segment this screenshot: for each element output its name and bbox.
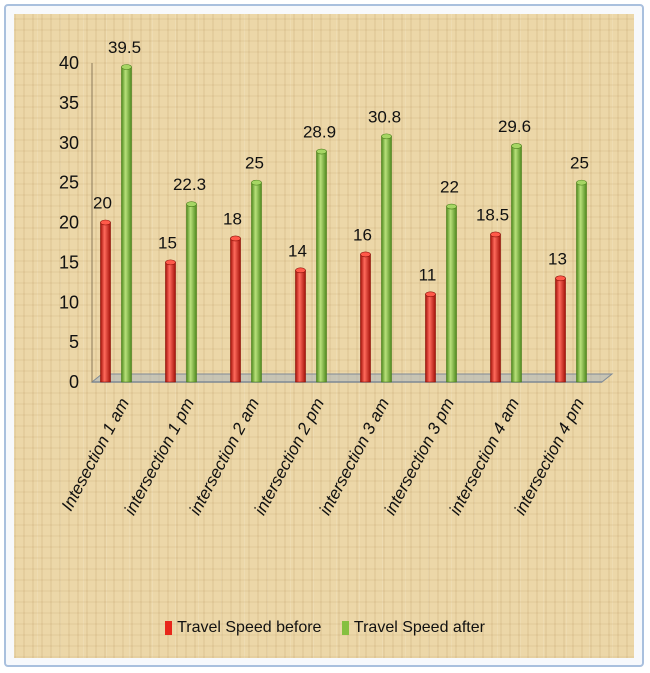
data-label: 16 <box>353 225 372 244</box>
bar-before <box>165 259 176 383</box>
bar-after <box>121 64 132 383</box>
bar-body <box>555 278 566 383</box>
bar-after <box>381 133 392 383</box>
bar-body <box>295 270 306 383</box>
bar-before <box>555 275 566 383</box>
data-label: 28.9 <box>303 123 336 142</box>
bar-body <box>100 222 111 383</box>
x-tick-label: intersection 4 am <box>445 395 523 518</box>
bar-body <box>251 182 262 383</box>
bar-body <box>511 145 522 383</box>
bar-before <box>360 251 371 383</box>
data-label: 22 <box>440 178 459 197</box>
bar-cap <box>100 219 111 226</box>
bar-cap <box>381 133 392 140</box>
bar-before <box>100 219 111 383</box>
y-tick-label: 15 <box>59 252 79 272</box>
bar-after <box>186 201 197 383</box>
bar-after <box>446 203 457 383</box>
bar-before <box>425 291 436 383</box>
data-label: 30.8 <box>368 107 401 126</box>
bar-cap <box>490 231 501 238</box>
bar-body <box>316 151 327 383</box>
data-label: 29.6 <box>498 117 531 136</box>
data-label: 22.3 <box>173 175 206 194</box>
x-tick-label: intersection 3 am <box>315 395 393 518</box>
bar-after <box>316 148 327 383</box>
data-label: 14 <box>288 241 307 260</box>
legend-item-after: Travel Speed after <box>341 619 485 637</box>
bar-body <box>165 262 176 383</box>
y-tick-label: 20 <box>59 213 79 233</box>
bar-before <box>230 235 241 383</box>
legend-label-before: Travel Speed before <box>177 619 322 636</box>
y-tick-label: 40 <box>59 53 79 73</box>
bar-cap <box>555 275 566 282</box>
bar-cap <box>165 259 176 266</box>
bar-body <box>490 234 501 383</box>
bar-body <box>446 206 457 383</box>
bar-before <box>295 267 306 383</box>
data-label: 15 <box>158 233 177 252</box>
x-tick-label: intersection 3 pm <box>380 395 458 518</box>
data-label: 18.5 <box>476 205 509 224</box>
legend: Travel Speed before Travel Speed after <box>0 619 650 640</box>
x-tick-label: intersection 2 am <box>185 395 263 518</box>
y-tick-label: 35 <box>59 93 79 113</box>
bar-after <box>511 143 522 383</box>
legend-item-before: Travel Speed before <box>165 619 321 637</box>
y-tick-label: 25 <box>59 173 79 193</box>
y-tick-label: 0 <box>69 372 79 392</box>
bar-cap <box>425 291 436 298</box>
bar-body <box>360 254 371 383</box>
bar-cap <box>360 251 371 258</box>
legend-swatch-after <box>341 621 349 635</box>
bar-body <box>121 66 132 383</box>
bar-body <box>576 182 587 383</box>
legend-label-after: Travel Speed after <box>353 619 485 636</box>
bar-body <box>381 136 392 383</box>
y-tick-label: 5 <box>69 332 79 352</box>
x-tick-label: Intesection 1 am <box>58 395 133 514</box>
bar-cap <box>121 64 132 70</box>
bar-cap <box>316 148 327 155</box>
bar-cap <box>251 179 262 186</box>
x-tick-label: intersection 4 pm <box>510 395 588 518</box>
bar-cap <box>446 203 457 210</box>
data-label: 18 <box>223 209 242 228</box>
data-label: 39.5 <box>108 38 141 57</box>
bar-body <box>425 293 436 383</box>
bar-cap <box>186 201 197 207</box>
data-label: 13 <box>548 249 567 268</box>
data-label: 20 <box>93 194 112 213</box>
y-tick-label: 30 <box>59 133 79 153</box>
bar-cap <box>576 179 587 186</box>
bar-after <box>251 179 262 383</box>
bar-cap <box>511 143 522 149</box>
bar-cap <box>230 235 241 242</box>
data-label: 25 <box>245 154 264 173</box>
bar-body <box>230 238 241 383</box>
data-label: 25 <box>570 154 589 173</box>
legend-swatch-before <box>165 621 173 635</box>
x-tick-label: intersection 1 pm <box>120 395 198 518</box>
bar-cap <box>295 267 306 274</box>
y-tick-label: 10 <box>59 292 79 312</box>
bar-body <box>186 203 197 383</box>
data-label: 11 <box>419 265 437 284</box>
bar-after <box>576 179 587 383</box>
bar-before <box>490 231 501 383</box>
x-tick-label: intersection 2 pm <box>250 395 328 518</box>
